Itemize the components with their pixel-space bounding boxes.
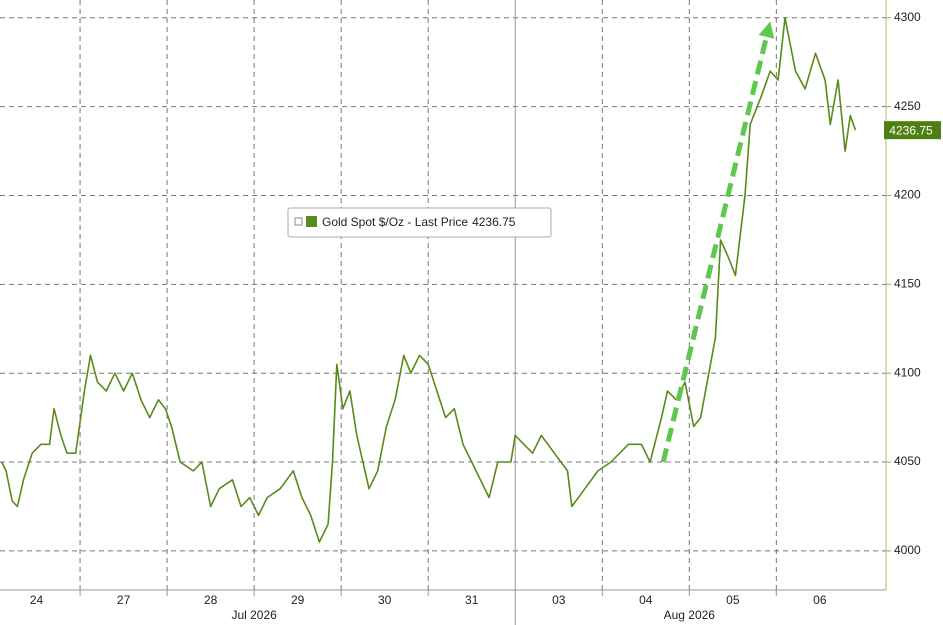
legend: Gold Spot $/Oz - Last Price 4236.75 bbox=[287, 207, 552, 238]
y-tick-label: 4250 bbox=[894, 99, 921, 113]
legend-last-price: 4236.75 bbox=[472, 215, 516, 229]
y-tick-label: 4050 bbox=[894, 454, 921, 468]
legend-label: Gold Spot $/Oz - Last Price 4236.75 bbox=[322, 215, 516, 229]
y-tick-label: 4000 bbox=[894, 543, 921, 557]
x-tick-label: 04 bbox=[639, 593, 653, 607]
x-tick-label: 29 bbox=[291, 593, 305, 607]
month-label: Jul 2026 bbox=[231, 608, 277, 622]
price-tag bbox=[884, 121, 941, 140]
y-tick-label: 4200 bbox=[894, 188, 921, 202]
x-tick-label: 31 bbox=[465, 593, 479, 607]
trend-arrow bbox=[660, 36, 769, 463]
x-tick-label: 05 bbox=[726, 593, 740, 607]
legend-swatch bbox=[306, 216, 317, 227]
price-line bbox=[0, 17, 857, 543]
month-label: Aug 2026 bbox=[664, 608, 716, 622]
x-tick-label: 06 bbox=[813, 593, 827, 607]
y-tick-label: 4300 bbox=[894, 10, 921, 24]
x-tick-label: 30 bbox=[378, 593, 392, 607]
y-tick-label: 4150 bbox=[894, 277, 921, 291]
price-tag-label: 4236.75 bbox=[889, 123, 933, 137]
arrow-head bbox=[758, 21, 775, 39]
y-tick-label: 4100 bbox=[894, 365, 921, 379]
x-tick-label: 03 bbox=[552, 593, 566, 607]
legend-box bbox=[287, 207, 552, 238]
x-tick-label: 28 bbox=[204, 593, 218, 607]
legend-toggle bbox=[294, 217, 303, 226]
legend-series-name: Gold Spot $/Oz - Last Price bbox=[322, 215, 468, 229]
x-tick-label: 27 bbox=[117, 593, 131, 607]
x-tick-label: 24 bbox=[30, 593, 44, 607]
